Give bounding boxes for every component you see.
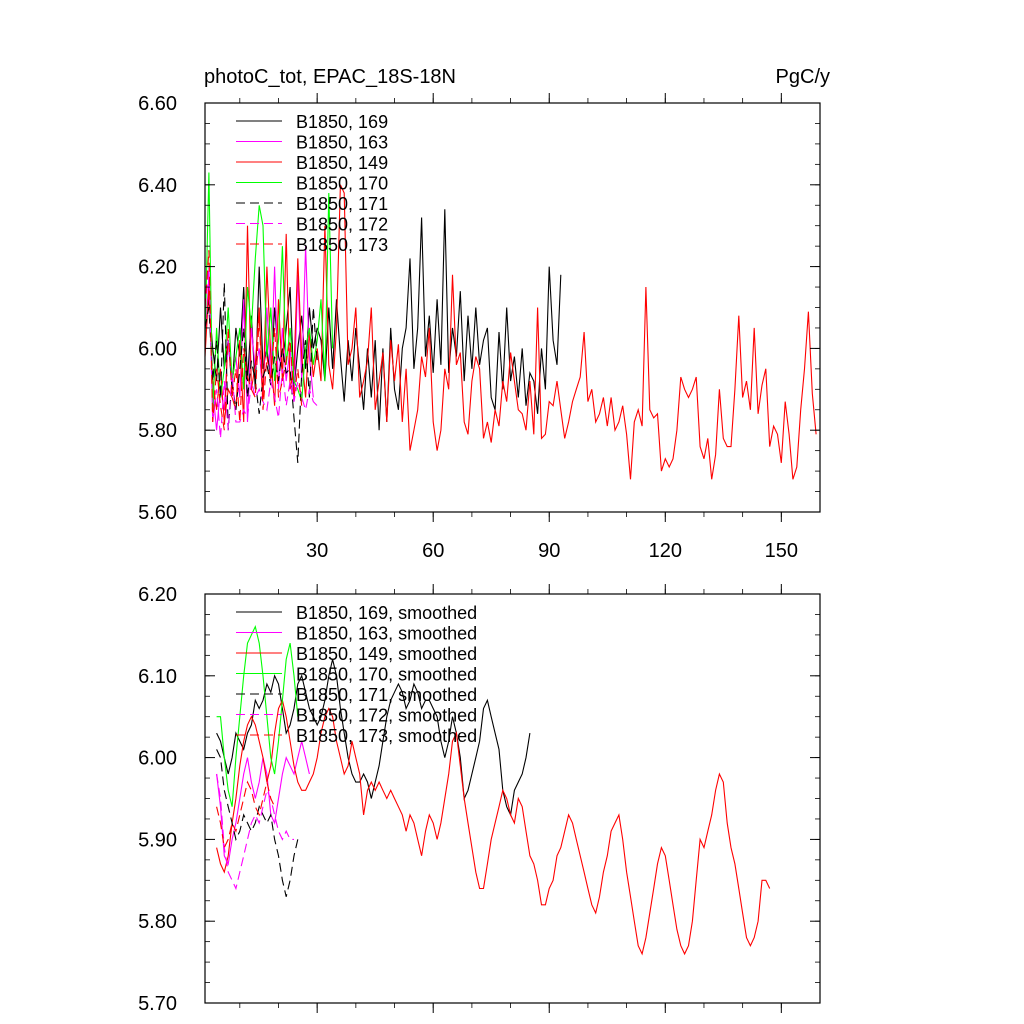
top-y-tick-label: 6.00 (138, 338, 177, 360)
top-legend-label-b1850-173: B1850, 173 (296, 235, 388, 255)
top-x-tick-label: 120 (649, 540, 682, 562)
bottom-legend-label-b1850-171-smoothed: B1850, 171, smoothed (296, 685, 477, 705)
bottom-y-tick-label: 5.80 (138, 911, 177, 933)
bottom-legend-label-b1850-170-smoothed: B1850, 170, smoothed (296, 665, 477, 685)
bottom-series-line-b1850-172-smoothed (216, 773, 294, 891)
top-axes: 5.60 5.80 6.00 6.20 6.40 6.60 30 60 90 120 150 (138, 93, 821, 562)
top-x-tick-label: 30 (306, 540, 328, 562)
top-series-line-b1850-173 (204, 250, 303, 431)
bottom-y-tick-label: 6.20 (138, 584, 177, 606)
top-chart-title: photoC_tot, EPAC_18S-18N (204, 66, 456, 88)
panel-bottom: 5.70 5.80 5.90 6.00 6.10 6.20 B1850, 169, smo… (138, 584, 821, 1015)
bottom-legend-label-b1850-149-smoothed: B1850, 149, smoothed (296, 644, 477, 664)
top-legend-label-b1850-169: B1850, 169 (296, 112, 388, 132)
bottom-series-line-b1850-149-smoothed (216, 698, 771, 956)
top-legend-label-b1850-163: B1850, 163 (296, 133, 388, 153)
top-series-group (204, 172, 817, 480)
bottom-series-line-b1850-173-smoothed (216, 780, 276, 850)
top-legend-label-b1850-171: B1850, 171 (296, 194, 388, 214)
bottom-y-tick-label: 6.00 (138, 748, 177, 770)
top-x-tick-label: 60 (422, 540, 444, 562)
bottom-series-line-b1850-169-smoothed (216, 659, 531, 817)
bottom-legend-label-b1850-163-smoothed: B1850, 163, smoothed (296, 624, 477, 644)
top-y-tick-label: 6.20 (138, 257, 177, 279)
bottom-series-group (216, 625, 771, 956)
top-series-line-b1850-149 (204, 184, 817, 480)
top-y-tick-label: 5.60 (138, 502, 177, 524)
bottom-y-tick-label: 5.70 (138, 993, 177, 1015)
panel-top: photoC_tot, EPAC_18S-18N PgC/y 5.60 5.80 6… (138, 66, 830, 562)
bottom-legend-label-b1850-169-smoothed: B1850, 169, smoothed (296, 603, 477, 623)
top-y-tick-label: 5.80 (138, 420, 177, 442)
top-series-line-b1850-172 (204, 266, 318, 439)
top-x-tick-label: 90 (538, 540, 560, 562)
bottom-legend-label-b1850-173-smoothed: B1850, 173, smoothed (296, 726, 477, 746)
top-legend-label-b1850-149: B1850, 149 (296, 153, 388, 173)
top-y-tick-label: 6.40 (138, 175, 177, 197)
top-chart-units: PgC/y (776, 66, 830, 88)
bottom-legend-label-b1850-172-smoothed: B1850, 172, smoothed (296, 706, 477, 726)
top-x-tick-label: 150 (765, 540, 798, 562)
bottom-axes: 5.70 5.80 5.90 6.00 6.10 6.20 (138, 584, 821, 1015)
top-y-tick-label: 6.60 (138, 93, 177, 115)
bottom-series-line-b1850-170-smoothed (216, 625, 299, 807)
top-legend-label-b1850-172: B1850, 172 (296, 215, 388, 235)
bottom-y-tick-label: 6.10 (138, 666, 177, 688)
top-series-line-b1850-171 (204, 282, 318, 463)
bottom-y-tick-label: 5.90 (138, 829, 177, 851)
top-legend-label-b1850-170: B1850, 170 (296, 174, 388, 194)
